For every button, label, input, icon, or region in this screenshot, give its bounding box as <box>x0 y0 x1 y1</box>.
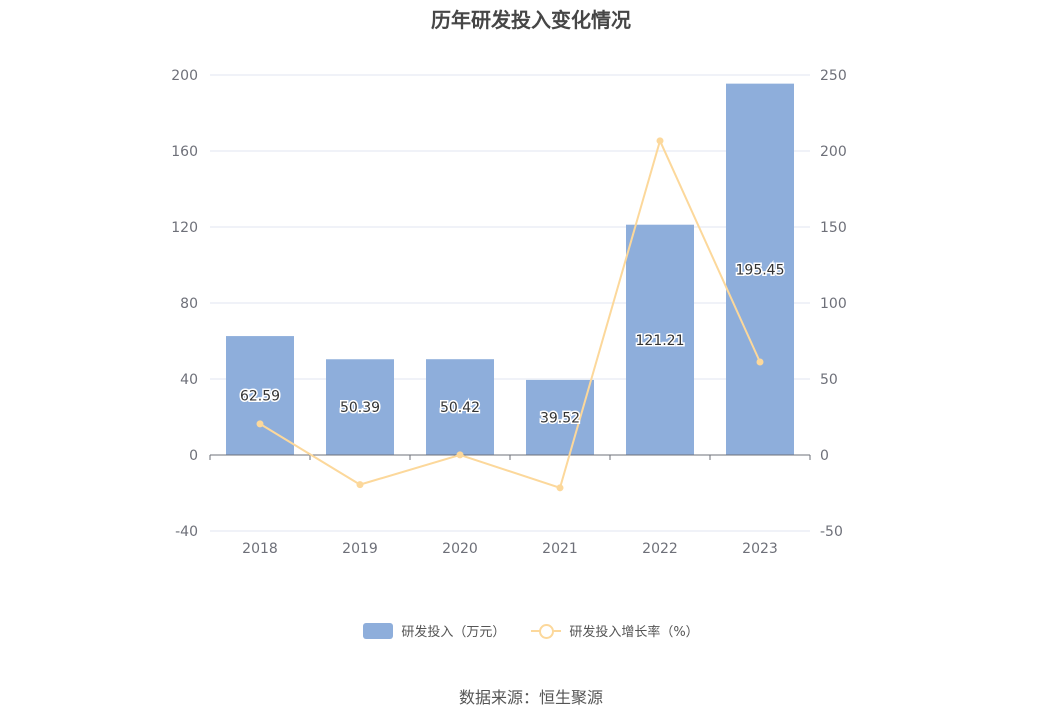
y-left-tick-label: 0 <box>189 448 198 464</box>
growth-rate-point <box>456 451 464 459</box>
chart-canvas: 62.59 50.39 50.42 39.52 121.21 195.45 200 160 1… <box>171 68 846 557</box>
bar <box>426 359 494 455</box>
bar-data-label: 50.39 <box>340 400 380 416</box>
y-left-tick-label: 160 <box>171 144 198 160</box>
bar-data-label: 39.52 <box>540 410 580 426</box>
y-left-tick-label: -40 <box>175 524 198 540</box>
x-axis <box>209 454 811 460</box>
legend-line-swatch <box>531 623 562 639</box>
bar <box>226 336 294 455</box>
growth-rate-point <box>656 137 664 145</box>
growth-rate-point <box>256 420 264 428</box>
y-left-tick-label: 40 <box>180 372 198 388</box>
bar <box>326 359 394 455</box>
y-right-tick-label: 200 <box>820 144 847 160</box>
bar <box>526 379 594 455</box>
chart-title: 历年研发投入变化情况 <box>431 8 631 32</box>
x-tick-label: 2023 <box>742 541 778 557</box>
growth-rate-point <box>756 358 764 366</box>
growth-rate-point <box>356 481 364 489</box>
growth-rate-point <box>556 484 564 492</box>
y-right-tick-label: 0 <box>820 448 829 464</box>
legend-item-growth-rate[interactable]: 研发投入增长率（%） <box>531 621 699 640</box>
y-right-tick-label: 100 <box>820 296 847 312</box>
y-right-tick-label: -50 <box>820 524 843 540</box>
tick-labels: 200 160 120 80 40 0 -40 250 200 150 100 50 0 -50 2018 2… <box>171 68 846 557</box>
y-left-tick-label: 120 <box>171 220 198 236</box>
legend-bar-swatch <box>363 622 394 639</box>
y-left-tick-label: 200 <box>171 68 198 84</box>
bar-series <box>226 83 794 456</box>
bar-data-label: 50.42 <box>440 400 480 416</box>
x-tick-label: 2022 <box>642 541 678 557</box>
y-right-tick-label: 50 <box>820 372 838 388</box>
grid-lines <box>210 74 810 532</box>
growth-rate-line <box>259 137 761 490</box>
legend: 研发投入（万元） 研发投入增长率（%） <box>0 621 1062 640</box>
y-right-tick-label: 150 <box>820 220 847 236</box>
bar-data-label: 62.59 <box>240 389 280 405</box>
data-source: 数据来源：恒生聚源 <box>458 688 603 707</box>
legend-label-growth-rate: 研发投入增长率（%） <box>569 625 699 640</box>
x-tick-label: 2018 <box>242 541 278 557</box>
y-right-tick-label: 250 <box>820 68 847 84</box>
line-series <box>256 137 764 492</box>
data-labels: 62.59 50.39 50.42 39.52 121.21 195.45 <box>238 261 786 428</box>
bar <box>726 83 794 456</box>
legend-item-rd-investment[interactable]: 研发投入（万元） <box>363 621 505 640</box>
x-tick-label: 2020 <box>442 541 478 557</box>
bar-data-label: 121.21 <box>636 333 685 349</box>
y-left-tick-label: 80 <box>180 296 198 312</box>
legend-label-rd-investment: 研发投入（万元） <box>401 625 506 640</box>
x-tick-label: 2019 <box>342 541 378 557</box>
x-tick-label: 2021 <box>542 541 578 557</box>
bar <box>626 224 694 455</box>
bar-data-label: 195.45 <box>736 262 785 278</box>
